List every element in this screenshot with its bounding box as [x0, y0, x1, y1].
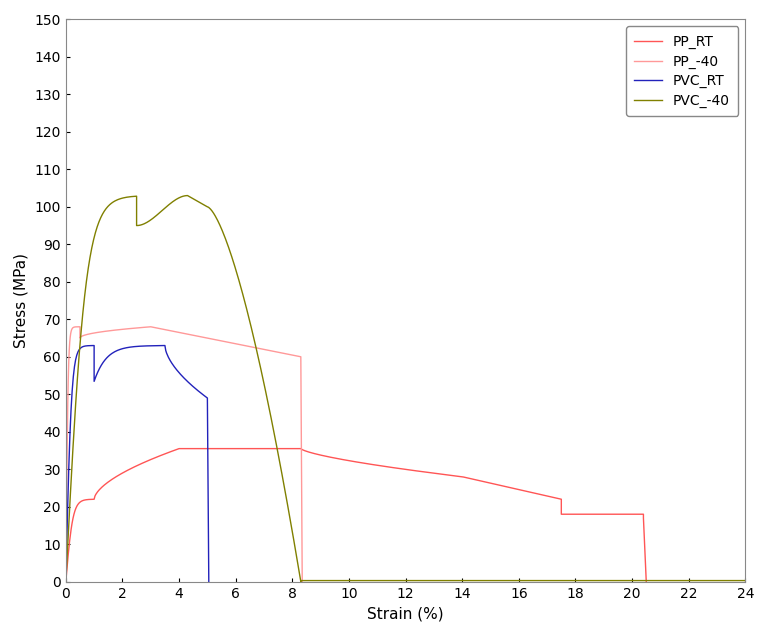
- PVC_RT: [110, 348, 119, 356]
- PP_RT: [71, 504, 81, 511]
- PVC_-40: [157, 207, 167, 215]
- Line: PVC_RT: PVC_RT: [66, 345, 209, 582]
- PP_-40: [178, 330, 187, 337]
- Line: PVC_-40: PVC_-40: [66, 196, 746, 582]
- PP_-40: [71, 323, 81, 331]
- PVC_-40: [741, 577, 750, 584]
- PVC_-40: [61, 578, 71, 585]
- PP_-40: [146, 323, 155, 331]
- PP_-40: [298, 578, 307, 585]
- PP_-40: [212, 336, 221, 344]
- PVC_-40: [182, 192, 191, 199]
- PP_RT: [641, 578, 650, 585]
- Y-axis label: Stress (MPa): Stress (MPa): [14, 253, 29, 348]
- PVC_RT: [125, 344, 134, 351]
- PVC_RT: [204, 578, 214, 585]
- PP_RT: [156, 452, 165, 460]
- PVC_-40: [161, 204, 170, 211]
- PP_RT: [106, 477, 115, 485]
- PP_RT: [274, 444, 283, 452]
- Legend: PP_RT, PP_-40, PVC_RT, PVC_-40: PP_RT, PP_-40, PVC_RT, PVC_-40: [626, 26, 738, 116]
- PVC_RT: [118, 345, 127, 352]
- PVC_RT: [126, 344, 135, 351]
- Line: PP_-40: PP_-40: [66, 327, 303, 582]
- PP_RT: [174, 444, 184, 452]
- PVC_-40: [568, 577, 578, 584]
- PVC_RT: [98, 359, 108, 366]
- PVC_RT: [161, 342, 170, 349]
- PP_RT: [118, 469, 127, 477]
- PVC_-40: [101, 206, 110, 213]
- PP_-40: [110, 326, 119, 334]
- PVC_RT: [61, 578, 71, 585]
- X-axis label: Strain (%): Strain (%): [367, 606, 444, 621]
- PVC_RT: [149, 342, 158, 349]
- PVC_-40: [150, 213, 159, 221]
- PP_-40: [264, 347, 273, 354]
- PP_-40: [100, 328, 109, 335]
- Line: PP_RT: PP_RT: [66, 448, 646, 582]
- PP_RT: [61, 578, 71, 585]
- PVC_-40: [183, 192, 192, 199]
- PP_RT: [479, 478, 488, 485]
- PP_-40: [61, 578, 71, 585]
